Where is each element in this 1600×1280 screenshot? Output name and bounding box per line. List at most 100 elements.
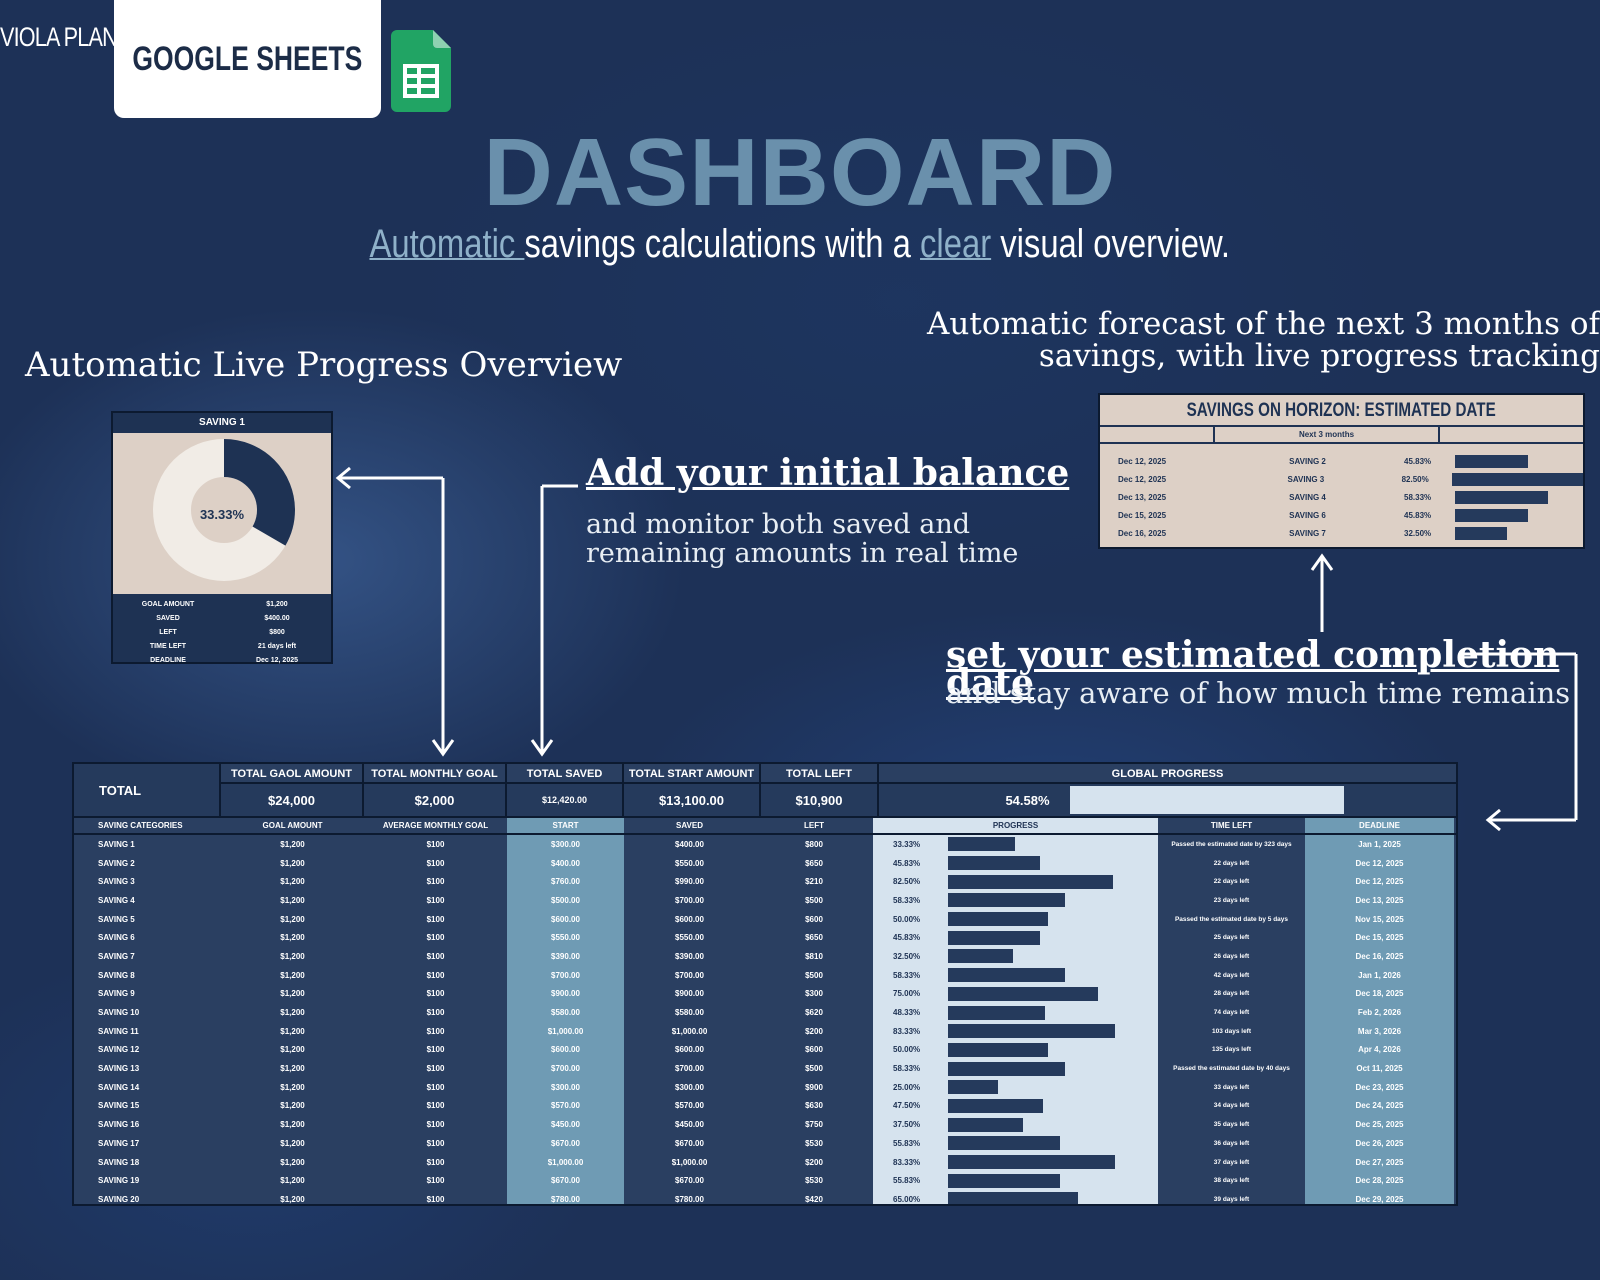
table-cell: $570.00 — [675, 1101, 704, 1111]
progress-bar — [948, 986, 1098, 1001]
horizon-row: Dec 12, 2025 SAVING 2 45.83% — [1100, 452, 1583, 470]
table-cell: $100 — [426, 1157, 445, 1167]
table-row: SAVING 2 $1,200 $100 $400.00 $550.00 $650 45.8… — [74, 853, 1456, 873]
card-detail-value: $800 — [269, 628, 285, 636]
table-cell: $1,200 — [280, 1008, 305, 1018]
column-header: LEFT — [804, 821, 824, 830]
total-monthly-cell: TOTAL MONTHLY GOAL $2,000 — [364, 764, 507, 816]
table-cell: 38 days left — [1213, 1177, 1250, 1185]
table-cell: 33.33% — [873, 835, 1158, 854]
card-detail-row: DEADLINE Dec 12, 2025 — [113, 653, 331, 667]
horizon-date: Dec 15, 2025 — [1118, 510, 1167, 520]
table-cell: 82.50% — [873, 872, 1158, 892]
progress-percent: 75.00% — [893, 989, 921, 999]
progress-bar — [948, 874, 1113, 889]
table-cell: 83.33% — [873, 1021, 1158, 1041]
table-cell: $100 — [426, 1045, 445, 1055]
progress-bar — [948, 1136, 1060, 1151]
table-cell: $390.00 — [675, 951, 704, 961]
table-cell: Dec 25, 2025 — [1305, 1115, 1454, 1134]
progress-bar — [948, 912, 1048, 927]
horizon-subheader: Next 3 months — [1100, 427, 1583, 444]
table-cell: $900 — [805, 1082, 823, 1092]
table-row: SAVING 4 $1,200 $100 $500.00 $700.00 $500 58.3… — [74, 891, 1456, 910]
completion-text: and stay aware of how much time remains — [946, 676, 1571, 710]
table-cell: Apr 4, 2026 — [1305, 1040, 1454, 1060]
table-cell: $1,200 — [280, 1064, 305, 1074]
table-cell: $100 — [426, 1026, 445, 1036]
progress-percent: 32.50% — [893, 951, 921, 961]
horizon-list: Dec 12, 2025 SAVING 2 45.83% Dec 12, 2025 SA… — [1100, 444, 1583, 542]
progress-percent: 47.50% — [893, 1101, 921, 1111]
page-subtitle: Automatic savings calculations with a cl… — [369, 222, 1231, 266]
table-cell: $100 — [426, 970, 445, 980]
table-cell: 22 days left — [1213, 878, 1250, 886]
horizon-row: Dec 13, 2025 SAVING 4 58.33% — [1100, 488, 1583, 506]
donut-percent-label: 33.33% — [199, 507, 245, 522]
table-cell: $810 — [805, 951, 823, 961]
table-row: SAVING 14 $1,200 $100 $300.00 $300.00 $900 25.… — [74, 1077, 1456, 1097]
horizon-title: SAVINGS ON HORIZON: ESTIMATED DATE — [1100, 395, 1583, 427]
horizon-saving: SAVING 6 — [1289, 510, 1326, 520]
table-cell: Passed the estimated date by 40 days — [1173, 1065, 1290, 1073]
progress-percent: 37.50% — [893, 1120, 921, 1130]
table-row: SAVING 17 $1,200 $100 $670.00 $670.00 $530 55.… — [74, 1134, 1456, 1153]
table-cell: 58.33% — [873, 891, 1158, 910]
table-cell: SAVING 3 — [98, 877, 135, 887]
table-cell: $500 — [805, 895, 823, 905]
progress-percent: 55.83% — [893, 1176, 921, 1186]
table-cell: Dec 29, 2025 — [1305, 1190, 1454, 1204]
horizon-bar — [1455, 490, 1549, 504]
table-cell: Dec 18, 2025 — [1305, 984, 1454, 1004]
table-cell: $300.00 — [507, 1077, 624, 1097]
table-cell: $700.00 — [675, 970, 704, 980]
table-cell: SAVING 15 — [98, 1101, 140, 1111]
progress-bar — [948, 1098, 1043, 1113]
progress-bar — [948, 1024, 1115, 1039]
table-cell: 75.00% — [873, 984, 1158, 1004]
column-header: TIME LEFT — [1210, 821, 1253, 830]
table-cell: 35 days left — [1213, 1121, 1250, 1129]
table-cell: $100 — [426, 895, 445, 905]
progress-percent: 50.00% — [893, 1045, 921, 1055]
horizon-percent: 82.50% — [1401, 474, 1429, 484]
table-cell: $200 — [805, 1026, 823, 1036]
table-cell: SAVING 17 — [98, 1138, 140, 1148]
total-left-cell: TOTAL LEFT $10,900 — [761, 764, 879, 816]
table-row: SAVING 6 $1,200 $100 $550.00 $550.00 $650 45.8… — [74, 928, 1456, 948]
table-cell: $1,000.00 — [671, 1157, 708, 1167]
card-detail-key: GOAL AMOUNT — [141, 600, 195, 608]
table-cell: 83.33% — [873, 1152, 1158, 1172]
progress-percent: 45.83% — [893, 858, 921, 868]
card-detail-key: DEADLINE — [150, 656, 186, 664]
google-sheets-icon — [391, 30, 451, 112]
table-cell: $670.00 — [675, 1176, 704, 1186]
table-cell: SAVING 5 — [98, 914, 135, 924]
card-detail-row: LEFT $800 — [113, 625, 331, 639]
google-sheets-tab[interactable]: GOOGLE SHEETS — [114, 0, 381, 118]
table-cell: $100 — [426, 1120, 445, 1130]
table-cell: 26 days left — [1213, 952, 1250, 960]
table-cell: 34 days left — [1213, 1102, 1250, 1110]
table-cell: $1,200 — [280, 1026, 305, 1036]
progress-percent: 55.83% — [893, 1138, 921, 1148]
table-cell: $100 — [426, 1082, 445, 1092]
table-cell: Dec 12, 2025 — [1305, 872, 1454, 892]
horizon-bar — [1455, 526, 1507, 540]
card-detail-key: TIME LEFT — [149, 642, 187, 650]
table-row: SAVING 7 $1,200 $100 $390.00 $390.00 $810 32.5… — [74, 947, 1456, 966]
table-cell: SAVING 6 — [98, 933, 135, 943]
table-cell: 23 days left — [1213, 896, 1250, 904]
table-cell: $1,200 — [280, 970, 305, 980]
progress-percent: 82.50% — [893, 877, 921, 887]
table-cell: $300.00 — [675, 1082, 704, 1092]
table-cell: $1,200 — [280, 914, 305, 924]
table-cell: 37.50% — [873, 1115, 1158, 1134]
progress-bar — [948, 1005, 1045, 1020]
table-row: SAVING 18 $1,200 $100 $1,000.00 $1,000.00 $20… — [74, 1152, 1456, 1172]
table-cell: $100 — [426, 914, 445, 924]
table-cell: 37 days left — [1213, 1158, 1250, 1166]
table-cell: Dec 13, 2025 — [1305, 891, 1454, 910]
progress-percent: 33.33% — [893, 839, 921, 849]
table-row: SAVING 8 $1,200 $100 $700.00 $700.00 $500 58.3… — [74, 965, 1456, 985]
